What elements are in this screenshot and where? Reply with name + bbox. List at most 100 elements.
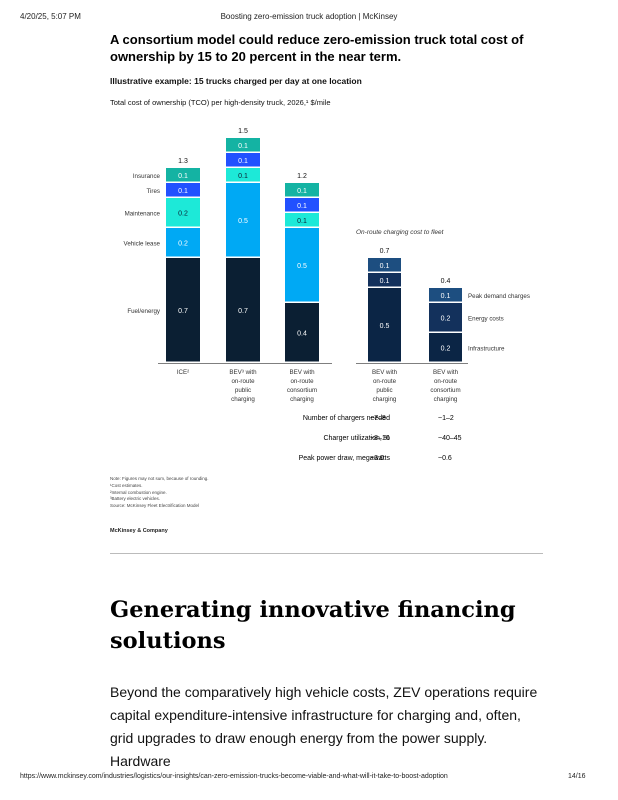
category-label: charging — [290, 396, 314, 403]
brand-logo-text: McKinsey & Company — [110, 528, 168, 534]
data-label: 0.1 — [297, 218, 307, 225]
article-heading: Generating innovative financing solution… — [110, 597, 516, 654]
exhibit-unit-line: Total cost of ownership (TCO) per high-d… — [110, 98, 331, 107]
bar-segment — [166, 168, 200, 182]
category-label: charging — [231, 396, 255, 403]
total-label: 1.5 — [238, 128, 248, 135]
print-url: https://www.mckinsey.com/industries/logi… — [20, 773, 448, 780]
metric-public: ~7–8 — [370, 415, 386, 422]
category-label: public — [235, 387, 251, 394]
data-label: 0.4 — [297, 331, 307, 338]
print-datetime: 4/20/25, 5:07 PM — [20, 12, 81, 21]
bar-segment — [429, 303, 462, 332]
data-label: 0.2 — [178, 241, 188, 248]
category-label: on-route — [373, 378, 397, 385]
data-label: 0.7 — [238, 308, 248, 315]
series-label: Tires — [146, 188, 160, 195]
bar-segment — [226, 258, 260, 362]
bar-segment — [226, 168, 260, 182]
category-label: on-route — [231, 378, 255, 385]
note-line: Source: McKinsey Fleet Electrification M… — [110, 503, 200, 509]
category-label: public — [376, 387, 392, 394]
series-label: Insurance — [133, 173, 161, 180]
data-label: 0.1 — [297, 188, 307, 195]
bar-segment — [285, 213, 319, 227]
category-label: BEV³ with — [229, 369, 257, 376]
bar-segment — [285, 303, 319, 362]
bar-segment — [226, 138, 260, 152]
note-line: ³Battery electric vehicles. — [110, 496, 161, 502]
bar-segment — [429, 288, 462, 302]
category-label: charging — [373, 396, 397, 403]
metric-public: ~3.0 — [370, 455, 384, 462]
series-label: Fuel/energy — [127, 308, 161, 315]
data-label: 0.2 — [441, 316, 451, 323]
category-label: BEV with — [289, 369, 315, 376]
data-label: 0.1 — [380, 263, 390, 270]
total-label: 0.7 — [380, 248, 390, 255]
metric-label: Charger utilization, % — [323, 435, 390, 442]
metric-public: ~8–10 — [370, 435, 390, 442]
category-label: BEV with — [433, 369, 459, 376]
bar-segment — [226, 153, 260, 167]
bar-segment — [166, 258, 200, 362]
series-label: Energy costs — [468, 316, 504, 323]
bar-segment — [429, 333, 462, 362]
note-line: ¹Cost estimates. — [110, 482, 143, 488]
data-label: 0.5 — [380, 323, 390, 330]
metric-consortium: ~0.6 — [438, 455, 452, 462]
bar-segment — [285, 228, 319, 302]
bar-segment — [166, 228, 200, 257]
bar-segment — [166, 183, 200, 197]
data-label: 0.7 — [178, 308, 188, 315]
category-label: charging — [434, 396, 458, 403]
metric-label: Number of chargers needed — [302, 415, 390, 422]
metric-consortium: ~1–2 — [438, 415, 454, 422]
bar-segment — [285, 198, 319, 212]
category-label: BEV with — [372, 369, 398, 376]
metric-label: Peak power draw, megawatts — [298, 455, 390, 462]
category-label: on-route — [290, 378, 314, 385]
bar-segment — [368, 273, 401, 287]
total-label: 0.4 — [441, 278, 451, 285]
tco-chart: 0.7 0.2 0.2 0.1 0.1 1.3 ICE² 0.7 0.5 0.1 0.1 0.1 1.5… — [124, 128, 530, 403]
bar-segment — [166, 198, 200, 227]
data-label: 0.2 — [441, 346, 451, 353]
series-label: Infrastructure — [468, 346, 505, 353]
bar-segment — [368, 288, 401, 362]
print-page-title: Boosting zero-emission truck adoption | … — [220, 12, 398, 21]
subchart-title: On-route charging cost to fleet — [356, 229, 445, 236]
data-label: 0.1 — [178, 173, 188, 180]
data-label: 0.1 — [238, 173, 248, 180]
data-label: 0.1 — [380, 278, 390, 285]
data-label: 0.2 — [178, 211, 188, 218]
series-label: Vehicle lease — [124, 241, 161, 248]
print-page-number: 14/16 — [568, 773, 586, 780]
data-label: 0.1 — [297, 203, 307, 210]
bar-segment — [285, 183, 319, 197]
section-divider — [110, 553, 543, 554]
note-line: ²Internal combustion engine. — [110, 489, 167, 495]
total-label: 1.2 — [297, 173, 307, 180]
exhibit-subtitle: Illustrative example: 15 trucks charged … — [110, 76, 362, 86]
category-label: on-route — [434, 378, 458, 385]
series-label: Maintenance — [125, 211, 161, 218]
total-label: 1.3 — [178, 158, 188, 165]
article-paragraph: Beyond the comparatively high vehicle co… — [110, 684, 538, 769]
data-label: 0.5 — [297, 263, 307, 270]
category-label: ICE² — [177, 369, 189, 376]
note-line: Note: Figures may not sum, because of ro… — [110, 476, 209, 481]
data-label: 0.1 — [441, 293, 451, 300]
metric-consortium: ~40–45 — [438, 435, 462, 442]
exhibit-notes: Note: Figures may not sum, because of ro… — [110, 476, 209, 510]
data-label: 0.1 — [238, 158, 248, 165]
data-label: 0.5 — [238, 218, 248, 225]
category-label: consortium — [430, 387, 460, 394]
data-label: 0.1 — [178, 188, 188, 195]
exhibit-title: A consortium model could reduce zero-emi… — [110, 32, 524, 64]
bar-segment — [368, 258, 401, 272]
series-label: Peak demand charges — [468, 293, 530, 300]
bar-segment — [226, 183, 260, 257]
category-label: consortium — [287, 387, 317, 394]
data-label: 0.1 — [238, 143, 248, 150]
